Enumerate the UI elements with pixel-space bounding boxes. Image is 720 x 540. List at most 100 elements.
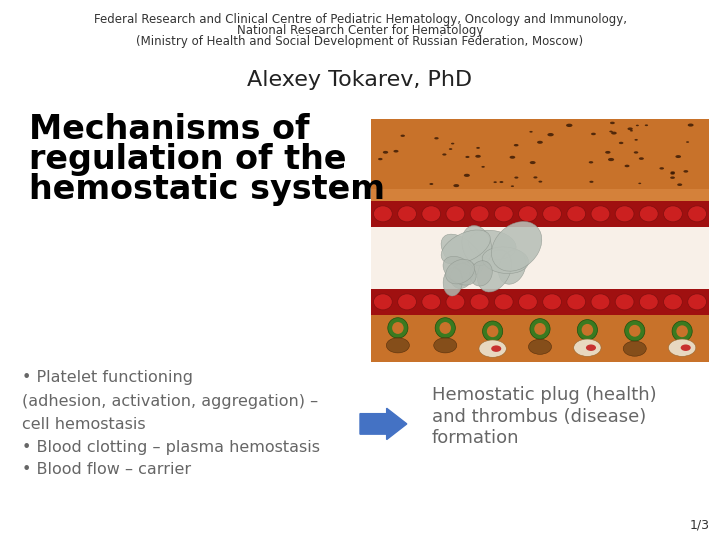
Ellipse shape (628, 127, 633, 130)
Ellipse shape (429, 183, 433, 185)
Text: National Research Center for Hematology: National Research Center for Hematology (237, 24, 483, 37)
Ellipse shape (591, 294, 610, 310)
Ellipse shape (629, 325, 641, 337)
Ellipse shape (639, 183, 642, 184)
Ellipse shape (615, 206, 634, 222)
Text: and thrombus (disease): and thrombus (disease) (432, 408, 647, 426)
Ellipse shape (498, 250, 526, 284)
Ellipse shape (476, 147, 480, 149)
Text: cell hemostasis: cell hemostasis (22, 417, 145, 432)
Ellipse shape (446, 206, 465, 222)
Ellipse shape (495, 294, 513, 310)
Ellipse shape (450, 264, 473, 288)
Ellipse shape (392, 322, 404, 334)
Ellipse shape (491, 346, 501, 352)
Ellipse shape (492, 221, 541, 271)
Ellipse shape (630, 130, 633, 132)
Ellipse shape (644, 124, 648, 126)
Ellipse shape (482, 247, 528, 274)
Bar (371, 289, 709, 315)
Ellipse shape (529, 131, 533, 133)
Bar (371, 315, 709, 362)
Ellipse shape (577, 320, 598, 340)
Text: • Blood flow – carrier: • Blood flow – carrier (22, 462, 191, 477)
Ellipse shape (510, 185, 514, 187)
Ellipse shape (668, 339, 696, 356)
Ellipse shape (422, 294, 441, 310)
Ellipse shape (624, 341, 647, 356)
Ellipse shape (543, 206, 562, 222)
Ellipse shape (591, 206, 610, 222)
Ellipse shape (434, 137, 438, 139)
Text: regulation of the: regulation of the (29, 143, 346, 176)
Ellipse shape (670, 171, 675, 174)
Ellipse shape (539, 180, 542, 183)
Text: Hemostatic plug (health): Hemostatic plug (health) (432, 386, 657, 404)
Ellipse shape (528, 339, 552, 354)
Ellipse shape (619, 141, 624, 144)
Ellipse shape (670, 177, 675, 179)
Ellipse shape (530, 319, 550, 339)
Ellipse shape (482, 166, 485, 168)
Ellipse shape (493, 181, 497, 183)
Text: Alexey Tokarev, PhD: Alexey Tokarev, PhD (248, 70, 472, 90)
Ellipse shape (441, 234, 483, 275)
Ellipse shape (610, 122, 615, 124)
Bar (371, 227, 709, 289)
Ellipse shape (624, 165, 629, 167)
Text: formation: formation (432, 429, 520, 447)
Ellipse shape (487, 325, 498, 337)
Ellipse shape (482, 321, 503, 341)
Ellipse shape (664, 294, 683, 310)
Ellipse shape (518, 206, 537, 222)
Ellipse shape (439, 322, 451, 334)
Ellipse shape (449, 148, 452, 150)
Ellipse shape (374, 206, 392, 222)
Ellipse shape (534, 323, 546, 335)
Ellipse shape (615, 294, 634, 310)
Text: Mechanisms of: Mechanisms of (29, 113, 310, 146)
Ellipse shape (446, 259, 474, 284)
Text: (adhesion, activation, aggregation) –: (adhesion, activation, aggregation) – (22, 394, 318, 409)
Ellipse shape (477, 250, 512, 292)
Ellipse shape (475, 155, 481, 158)
Ellipse shape (442, 153, 446, 156)
Ellipse shape (433, 338, 456, 353)
Ellipse shape (530, 161, 536, 164)
Ellipse shape (591, 133, 596, 135)
Ellipse shape (670, 172, 675, 174)
Bar (371, 119, 709, 189)
Bar (371, 201, 709, 227)
Ellipse shape (443, 256, 476, 285)
Ellipse shape (688, 124, 693, 126)
Ellipse shape (547, 133, 554, 136)
Ellipse shape (400, 134, 405, 137)
Text: hemostatic system: hemostatic system (29, 173, 384, 206)
Ellipse shape (462, 226, 492, 266)
Ellipse shape (454, 184, 459, 187)
Ellipse shape (589, 161, 593, 164)
Ellipse shape (582, 324, 593, 336)
Ellipse shape (422, 206, 441, 222)
Ellipse shape (468, 230, 516, 260)
Ellipse shape (435, 318, 455, 338)
Ellipse shape (441, 230, 490, 264)
Ellipse shape (495, 206, 513, 222)
Ellipse shape (688, 206, 706, 222)
Ellipse shape (686, 141, 689, 143)
Ellipse shape (634, 139, 638, 141)
Ellipse shape (660, 167, 664, 170)
Ellipse shape (605, 151, 611, 154)
Ellipse shape (397, 206, 416, 222)
Ellipse shape (514, 144, 518, 146)
Ellipse shape (634, 151, 639, 154)
Ellipse shape (470, 261, 492, 286)
Ellipse shape (543, 294, 562, 310)
FancyArrow shape (360, 408, 407, 440)
Ellipse shape (608, 158, 614, 161)
Ellipse shape (566, 124, 572, 127)
Ellipse shape (378, 158, 382, 160)
Ellipse shape (625, 321, 645, 341)
Ellipse shape (567, 294, 585, 310)
Ellipse shape (590, 181, 593, 183)
